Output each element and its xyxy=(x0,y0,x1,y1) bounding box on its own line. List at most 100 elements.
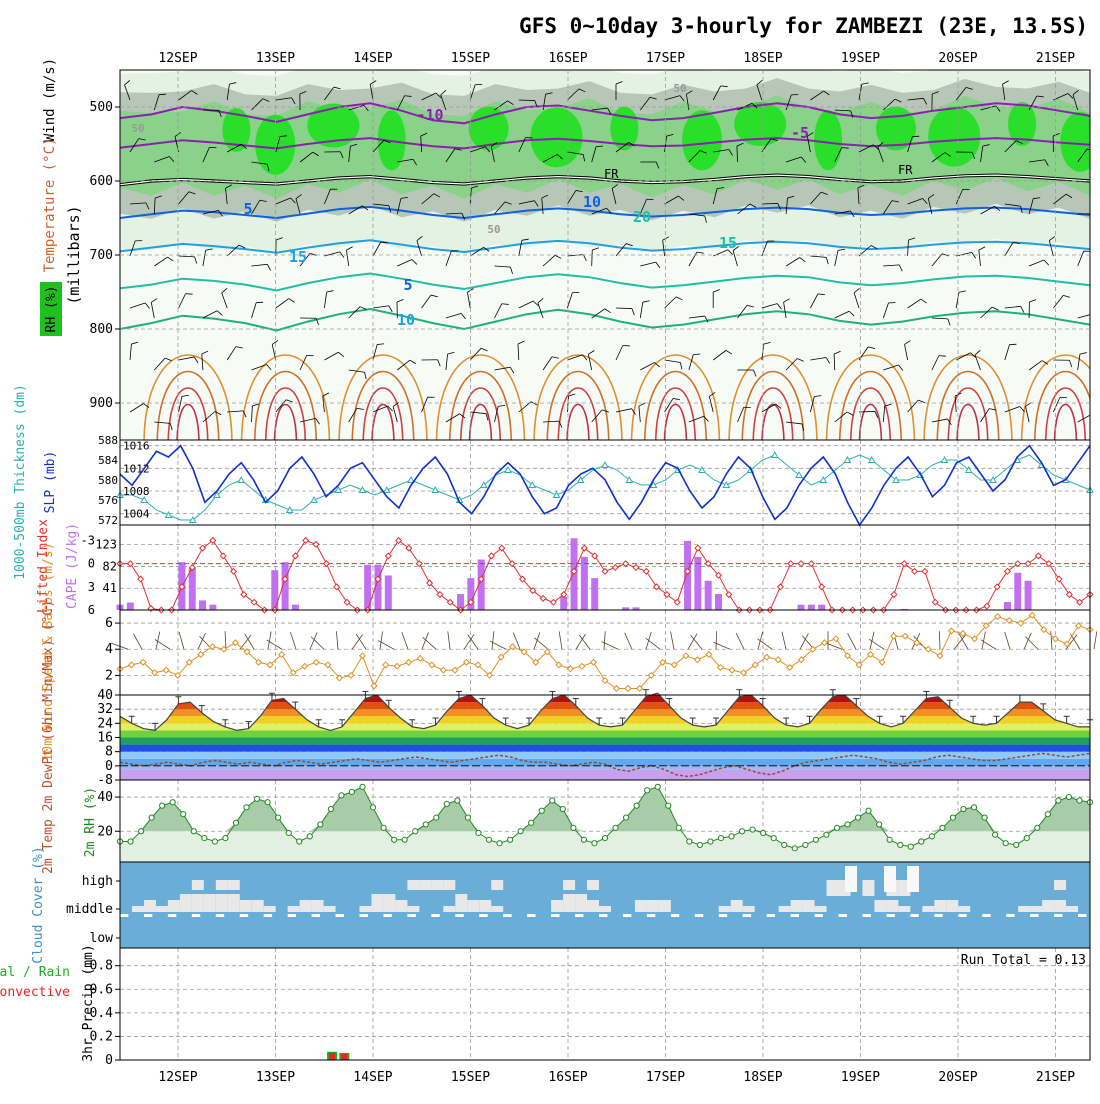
date-label-top: 15SEP xyxy=(451,51,490,66)
cloud-low-cell xyxy=(264,914,272,917)
barb-staff xyxy=(616,308,632,309)
cloud-low-cell xyxy=(120,914,128,917)
cloud-middle-cell xyxy=(395,900,407,912)
cloud-low-cell xyxy=(503,914,511,917)
cloud-high-column xyxy=(845,866,857,892)
rh-label: RH (%) xyxy=(44,286,59,333)
rh2m-point xyxy=(381,825,386,830)
li-tick: 6 xyxy=(88,603,95,617)
rh2m-point xyxy=(1077,798,1082,803)
rh2m-point xyxy=(360,784,365,789)
cloud-low-cell xyxy=(1054,914,1062,917)
cloud-middle-cell xyxy=(252,900,264,912)
freezing-level-label: FR xyxy=(898,163,913,177)
cloud-middle-cell xyxy=(779,906,791,912)
rh2m-point xyxy=(497,841,502,846)
cloud-high-cell xyxy=(407,880,419,890)
rh2m-point xyxy=(581,837,586,842)
cloud-low-cell xyxy=(312,914,320,917)
rh2m-point xyxy=(508,837,513,842)
rh2m-point xyxy=(212,839,217,844)
cloud-middle-cell xyxy=(1042,900,1054,912)
rh2m-point xyxy=(476,830,481,835)
chart-title: GFS 0~10day 3-hourly for ZAMBEZI (23E, 1… xyxy=(519,14,1088,38)
barb-staff xyxy=(859,411,875,412)
contour-label: 50 xyxy=(131,122,144,135)
temp-band xyxy=(120,769,1090,780)
cloud-low-cell xyxy=(216,914,224,917)
rh2m-point xyxy=(413,829,418,834)
cape-tick: 41 xyxy=(103,581,117,595)
y-tick-label: 8 xyxy=(105,745,113,760)
cape-bar xyxy=(684,541,691,610)
cloud-low-cell xyxy=(192,914,200,917)
rh2m-point xyxy=(634,803,639,808)
contour-label: 5 xyxy=(243,200,252,218)
rh2m-point xyxy=(349,789,354,794)
rh2m-point xyxy=(866,808,871,813)
rh2m-point xyxy=(908,844,913,849)
rh2m-point xyxy=(571,825,576,830)
cape-label: CAPE (J/kg) xyxy=(65,523,80,609)
date-label-bottom: 20SEP xyxy=(938,1070,977,1085)
cloud-middle-cell xyxy=(719,906,731,912)
cloud-middle-cell xyxy=(874,900,886,912)
y-tick-label: 800 xyxy=(90,322,113,337)
rh2m-point xyxy=(792,846,797,851)
cloud-middle-cell xyxy=(192,894,204,912)
cloud-level-label: high xyxy=(82,874,113,889)
date-label-bottom: 12SEP xyxy=(158,1070,197,1085)
cape-bar xyxy=(798,605,805,610)
rh2m-point xyxy=(708,839,713,844)
temperature-label: Temperature (°C) xyxy=(42,138,58,273)
rh2m-point xyxy=(666,803,671,808)
cloud-middle-cell xyxy=(1054,900,1066,912)
rh2m-point xyxy=(318,822,323,827)
cloud-high-cell xyxy=(1054,880,1066,890)
date-label-bottom: 14SEP xyxy=(353,1070,392,1085)
li-tick: -3 xyxy=(81,533,95,547)
rh2m-point xyxy=(297,839,302,844)
rh-core xyxy=(928,107,980,167)
rh2m-point xyxy=(655,784,660,789)
cloud-level-label: middle xyxy=(66,902,113,917)
rh2m-point xyxy=(602,835,607,840)
cloud-middle-cell xyxy=(958,906,970,912)
cloud-high-cell xyxy=(827,880,839,896)
cloud-high-column xyxy=(884,866,896,892)
upper-ylabel: (millibars) xyxy=(65,205,83,304)
rh-core xyxy=(255,115,295,175)
rh2m-point xyxy=(233,820,238,825)
rh2m-point xyxy=(782,842,787,847)
date-label-bottom: 18SEP xyxy=(743,1070,782,1085)
date-label-top: 13SEP xyxy=(256,51,295,66)
cloud-low-cell xyxy=(575,914,583,917)
date-label-bottom: 21SEP xyxy=(1036,1070,1075,1085)
date-label-top: 18SEP xyxy=(743,51,782,66)
cloud-middle-cell xyxy=(575,894,587,912)
cloud-low-cell xyxy=(1006,914,1014,917)
slp-tick: 1012 xyxy=(123,462,150,475)
rh2m-point xyxy=(402,837,407,842)
cape-bar xyxy=(705,581,712,610)
barb-staff xyxy=(519,100,535,101)
y-tick-label: 16 xyxy=(97,731,113,746)
rh2m-point xyxy=(855,815,860,820)
run-total: Run Total = 0.13 xyxy=(961,953,1086,968)
cloud-low-cell xyxy=(336,914,344,917)
cloud-middle-cell xyxy=(587,900,599,912)
rh2m-point xyxy=(877,822,882,827)
y-tick-label: 0 xyxy=(105,1053,113,1068)
cloud-high-cell xyxy=(587,880,599,890)
cloud-middle-cell xyxy=(228,894,240,912)
cape-bar xyxy=(1025,581,1032,610)
date-label-top: 20SEP xyxy=(938,51,977,66)
rh2m-point xyxy=(286,830,291,835)
cloud-low-cell xyxy=(695,914,703,917)
cloud-low-cell xyxy=(383,914,391,917)
cloud-middle-cell xyxy=(1066,906,1078,912)
rh2m-point xyxy=(560,806,565,811)
rh2m-point xyxy=(761,830,766,835)
barb-staff xyxy=(737,146,738,162)
